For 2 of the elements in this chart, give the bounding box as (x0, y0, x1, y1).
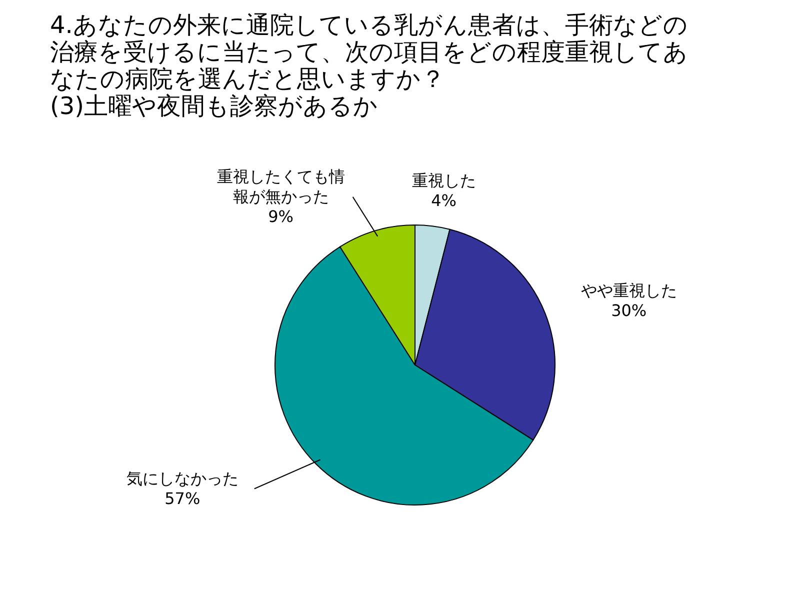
title: 4.あなたの外来に通院している乳がん患者は、手術などの治療を受けるに当たって、次の項目をどの程度重視してあなたの病院を選んだと思いますか？ (50, 12, 689, 93)
subtitle: (3)土曜や夜間も診察があるか (50, 93, 379, 120)
